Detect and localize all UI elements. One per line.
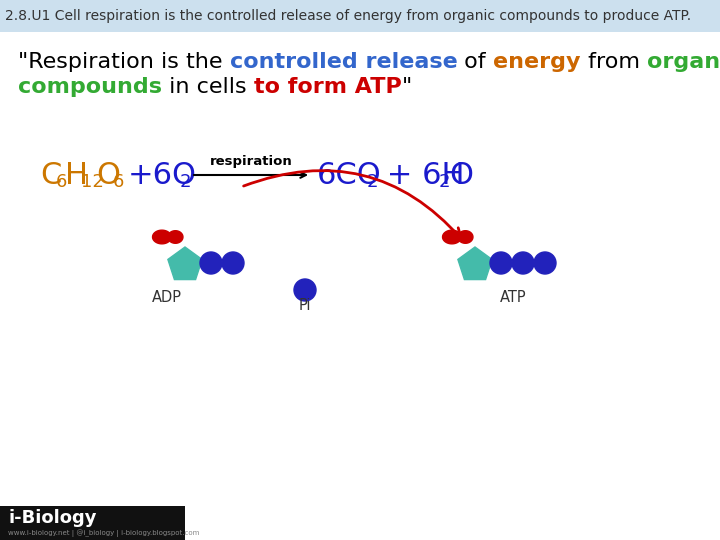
Polygon shape <box>168 231 183 244</box>
Text: ": " <box>402 77 412 97</box>
Text: ADP: ADP <box>152 289 182 305</box>
Text: Pi: Pi <box>299 299 311 314</box>
Text: to form ATP: to form ATP <box>253 77 402 97</box>
Text: i-Biology: i-Biology <box>8 509 96 527</box>
Text: H: H <box>65 160 88 190</box>
Text: +6O: +6O <box>128 160 197 190</box>
Text: 12: 12 <box>81 173 104 191</box>
Text: of: of <box>457 52 493 72</box>
Polygon shape <box>153 230 171 244</box>
Text: O: O <box>96 160 120 190</box>
Circle shape <box>512 252 534 274</box>
Text: controlled release: controlled release <box>230 52 457 72</box>
Text: 6: 6 <box>56 173 68 191</box>
Circle shape <box>222 252 244 274</box>
Text: organic: organic <box>647 52 720 72</box>
Text: respiration: respiration <box>210 154 292 167</box>
Text: www.i-biology.net | @i_biology | i-biology.blogspot.com: www.i-biology.net | @i_biology | i-biolo… <box>8 529 199 537</box>
FancyBboxPatch shape <box>0 0 720 32</box>
Text: 2: 2 <box>367 173 379 191</box>
Polygon shape <box>443 230 462 244</box>
Text: compounds: compounds <box>18 77 162 97</box>
Text: energy: energy <box>493 52 580 72</box>
Text: C: C <box>40 160 61 190</box>
Text: O: O <box>449 160 473 190</box>
Polygon shape <box>458 231 473 244</box>
Text: from: from <box>580 52 647 72</box>
Polygon shape <box>168 247 202 280</box>
FancyBboxPatch shape <box>0 506 185 540</box>
Polygon shape <box>458 247 492 280</box>
Text: 2.8.U1 Cell respiration is the controlled release of energy from organic compoun: 2.8.U1 Cell respiration is the controlle… <box>5 9 691 23</box>
Text: 2: 2 <box>439 173 451 191</box>
Text: 6CO: 6CO <box>317 160 382 190</box>
Text: "Respiration is the: "Respiration is the <box>18 52 230 72</box>
FancyArrowPatch shape <box>243 171 461 239</box>
Text: ATP: ATP <box>500 289 526 305</box>
Text: in cells: in cells <box>162 77 253 97</box>
Circle shape <box>200 252 222 274</box>
Circle shape <box>534 252 556 274</box>
Circle shape <box>490 252 512 274</box>
Text: 2: 2 <box>180 173 192 191</box>
Circle shape <box>294 279 316 301</box>
Text: 6: 6 <box>113 173 125 191</box>
Text: + 6H: + 6H <box>377 160 464 190</box>
